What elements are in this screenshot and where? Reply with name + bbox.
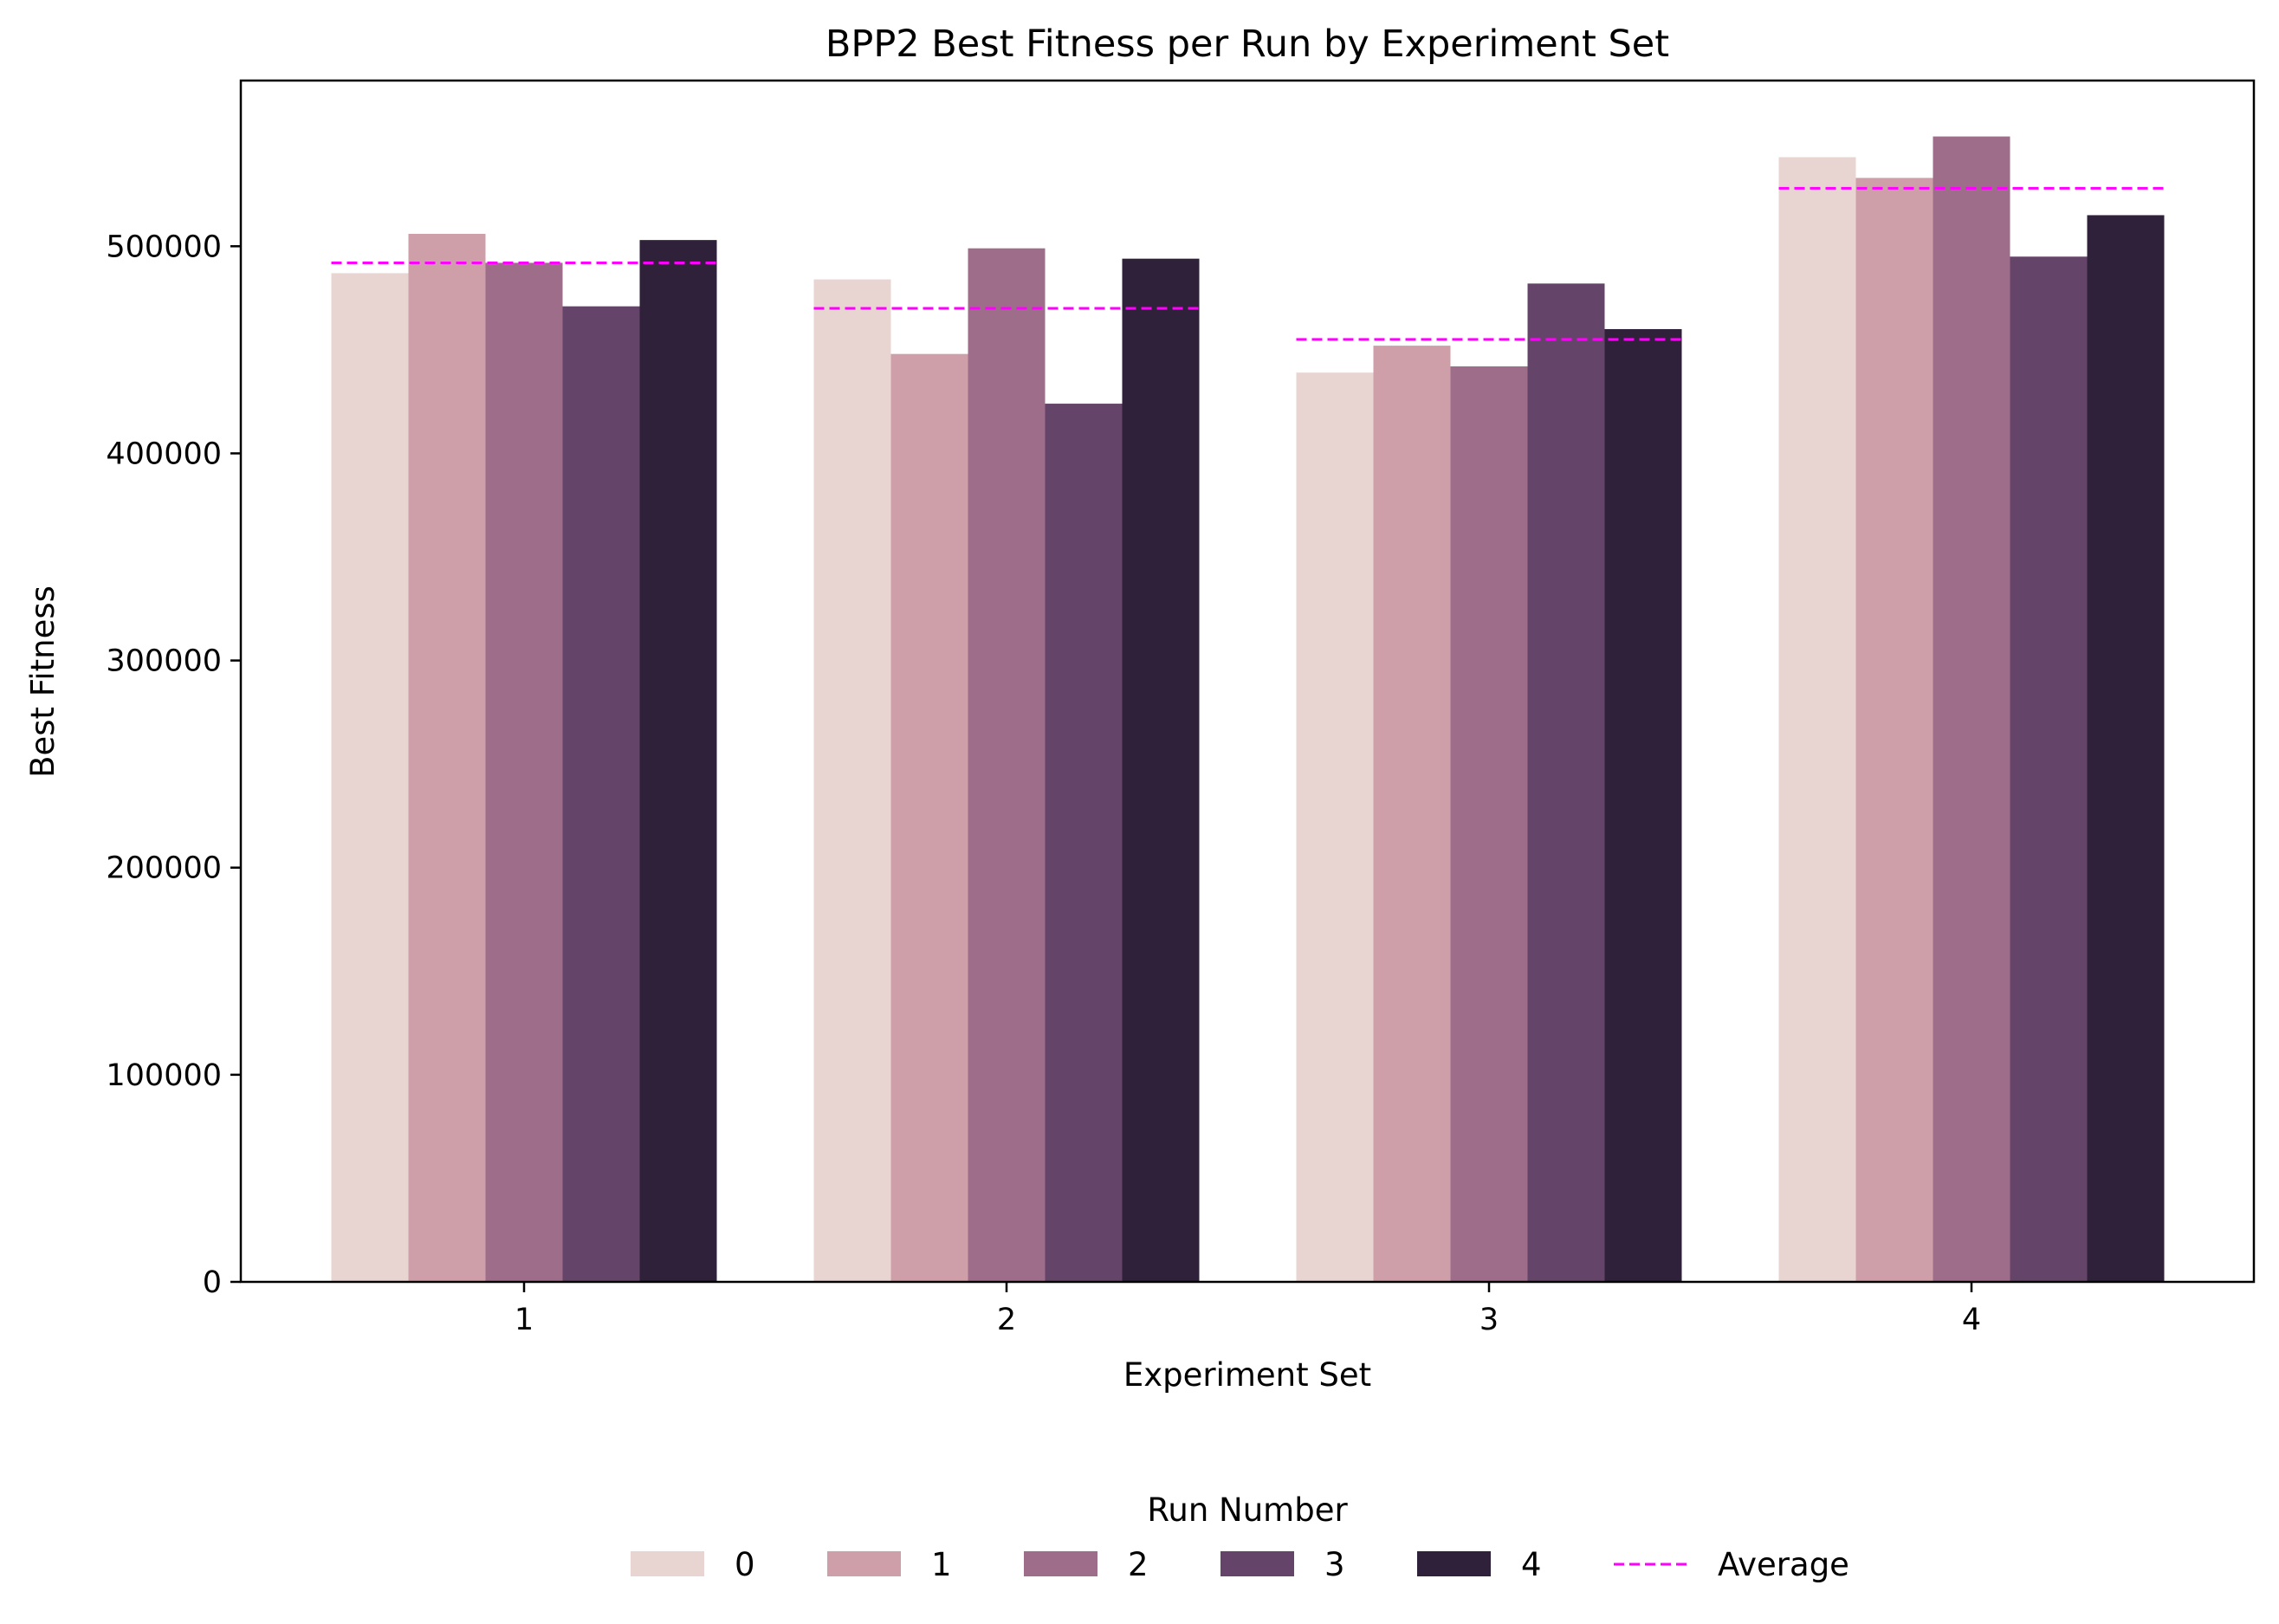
bar-set-3-run-0 bbox=[1296, 372, 1374, 1283]
legend-label-run-0: 0 bbox=[735, 1546, 755, 1583]
x-tick-label: 4 bbox=[1962, 1303, 1981, 1337]
y-tick-label: 200000 bbox=[106, 851, 222, 886]
bar-set-2-run-0 bbox=[813, 279, 891, 1283]
bar-set-4-run-2 bbox=[1933, 136, 2010, 1282]
y-tick-label: 300000 bbox=[106, 644, 222, 679]
legend: Run Number 0 1 2 3 4 Average bbox=[631, 1491, 1849, 1583]
bar-set-1-run-3 bbox=[562, 306, 640, 1282]
bar-set-4-run-4 bbox=[2087, 215, 2165, 1282]
bar-set-1-run-1 bbox=[408, 233, 486, 1283]
bar-set-3-run-3 bbox=[1527, 283, 1605, 1282]
bars-layer bbox=[331, 136, 2165, 1283]
x-axis: 1 2 3 4 bbox=[515, 1282, 1981, 1337]
bar-set-2-run-4 bbox=[1122, 258, 1200, 1282]
bar-set-2-run-1 bbox=[890, 353, 968, 1282]
bar-set-4-run-3 bbox=[2010, 256, 2088, 1283]
bar-set-3-run-4 bbox=[1604, 328, 1682, 1282]
bar-set-1-run-0 bbox=[331, 273, 409, 1282]
x-tick-label: 2 bbox=[997, 1303, 1016, 1337]
chart-title: BPP2 Best Fitness per Run by Experiment … bbox=[825, 23, 1669, 66]
legend-label-run-4: 4 bbox=[1521, 1546, 1542, 1583]
average-lines-layer bbox=[331, 186, 2165, 341]
y-axis-label: Best Fitness bbox=[24, 586, 62, 778]
bar-set-2-run-3 bbox=[1045, 404, 1123, 1282]
y-tick-label: 400000 bbox=[106, 437, 222, 471]
bar-set-4-run-0 bbox=[1778, 157, 1856, 1282]
legend-swatch-run-1 bbox=[827, 1551, 901, 1576]
legend-label-run-1: 1 bbox=[931, 1546, 952, 1583]
legend-label-average: Average bbox=[1718, 1546, 1849, 1583]
bar-set-1-run-4 bbox=[639, 240, 717, 1282]
legend-swatch-run-2 bbox=[1024, 1551, 1097, 1576]
legend-label-run-2: 2 bbox=[1128, 1546, 1149, 1583]
legend-label-run-3: 3 bbox=[1324, 1546, 1345, 1583]
bar-set-1-run-2 bbox=[485, 262, 563, 1282]
y-tick-label: 100000 bbox=[106, 1058, 222, 1093]
legend-swatch-run-0 bbox=[631, 1551, 704, 1576]
y-axis: 0 100000 200000 300000 400000 500000 bbox=[106, 230, 241, 1300]
bar-set-2-run-2 bbox=[968, 248, 1046, 1283]
x-tick-label: 1 bbox=[515, 1303, 534, 1337]
y-tick-label: 0 bbox=[203, 1265, 222, 1300]
x-tick-label: 3 bbox=[1479, 1303, 1499, 1337]
legend-swatch-run-4 bbox=[1417, 1551, 1491, 1576]
bar-set-3-run-1 bbox=[1373, 346, 1451, 1282]
x-axis-label: Experiment Set bbox=[1123, 1356, 1371, 1394]
legend-swatch-run-3 bbox=[1220, 1551, 1294, 1576]
legend-title: Run Number bbox=[1147, 1491, 1348, 1529]
y-tick-label: 500000 bbox=[106, 230, 222, 264]
bar-set-3-run-2 bbox=[1450, 366, 1528, 1282]
plot-frame bbox=[239, 79, 2256, 1284]
bar-set-4-run-1 bbox=[1855, 178, 1933, 1283]
